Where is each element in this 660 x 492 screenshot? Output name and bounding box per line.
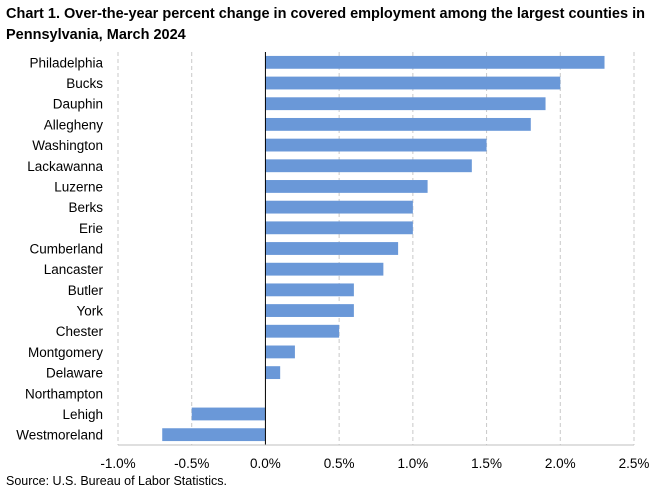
- category-label-dauphin: Dauphin: [53, 97, 103, 112]
- bar-bucks: [265, 76, 561, 90]
- bar-butler: [265, 283, 354, 297]
- category-label-montgomery: Montgomery: [28, 345, 103, 360]
- source-note: Source: U.S. Bureau of Labor Statistics.: [6, 474, 227, 488]
- category-label-chester: Chester: [56, 324, 104, 339]
- bar-luzerne: [265, 180, 428, 193]
- bar-chester: [265, 324, 340, 338]
- category-label-philadelphia: Philadelphia: [29, 55, 103, 70]
- bar-allegheny: [265, 117, 531, 131]
- bar-westmoreland: [162, 428, 266, 442]
- x-tick-label-7: 2.5%: [619, 456, 650, 471]
- category-label-berks: Berks: [68, 200, 103, 215]
- x-tick-label-3: 0.5%: [324, 456, 355, 471]
- category-label-bucks: Bucks: [66, 76, 103, 91]
- category-label-washington: Washington: [32, 138, 103, 153]
- bar-dauphin: [265, 97, 546, 111]
- category-label-lancaster: Lancaster: [44, 262, 104, 277]
- category-label-york: York: [76, 304, 103, 319]
- x-tick-label-1: -0.5%: [174, 456, 209, 471]
- bar-washington: [265, 138, 487, 152]
- bar-lackawanna: [265, 159, 472, 173]
- category-label-northampton: Northampton: [25, 386, 103, 401]
- category-label-butler: Butler: [68, 283, 104, 298]
- category-label-cumberland: Cumberland: [29, 242, 103, 257]
- bar-erie: [265, 221, 413, 235]
- bar-berks: [265, 200, 413, 214]
- x-tick-label-2: 0.0%: [250, 456, 281, 471]
- chart-title: Chart 1. Over-the-year percent change in…: [6, 6, 645, 43]
- x-tick-label-4: 1.0%: [397, 456, 428, 471]
- category-label-westmoreland: Westmoreland: [16, 428, 103, 443]
- bar-lancaster: [265, 262, 384, 276]
- category-label-erie: Erie: [79, 221, 103, 236]
- bar-cumberland: [265, 242, 399, 255]
- bar-philadelphia: [265, 55, 605, 69]
- bar-york: [265, 304, 354, 317]
- bar-montgomery: [265, 345, 295, 359]
- x-tick-label-6: 2.0%: [545, 456, 576, 471]
- category-label-allegheny: Allegheny: [44, 117, 104, 132]
- category-label-luzerne: Luzerne: [54, 179, 103, 194]
- bar-delaware: [265, 366, 281, 380]
- category-label-lackawanna: Lackawanna: [27, 159, 103, 174]
- category-label-lehigh: Lehigh: [62, 407, 103, 422]
- category-label-delaware: Delaware: [46, 366, 103, 381]
- bar-lehigh: [191, 407, 266, 421]
- x-tick-label-0: -1.0%: [100, 456, 135, 471]
- x-tick-label-5: 1.5%: [471, 456, 502, 471]
